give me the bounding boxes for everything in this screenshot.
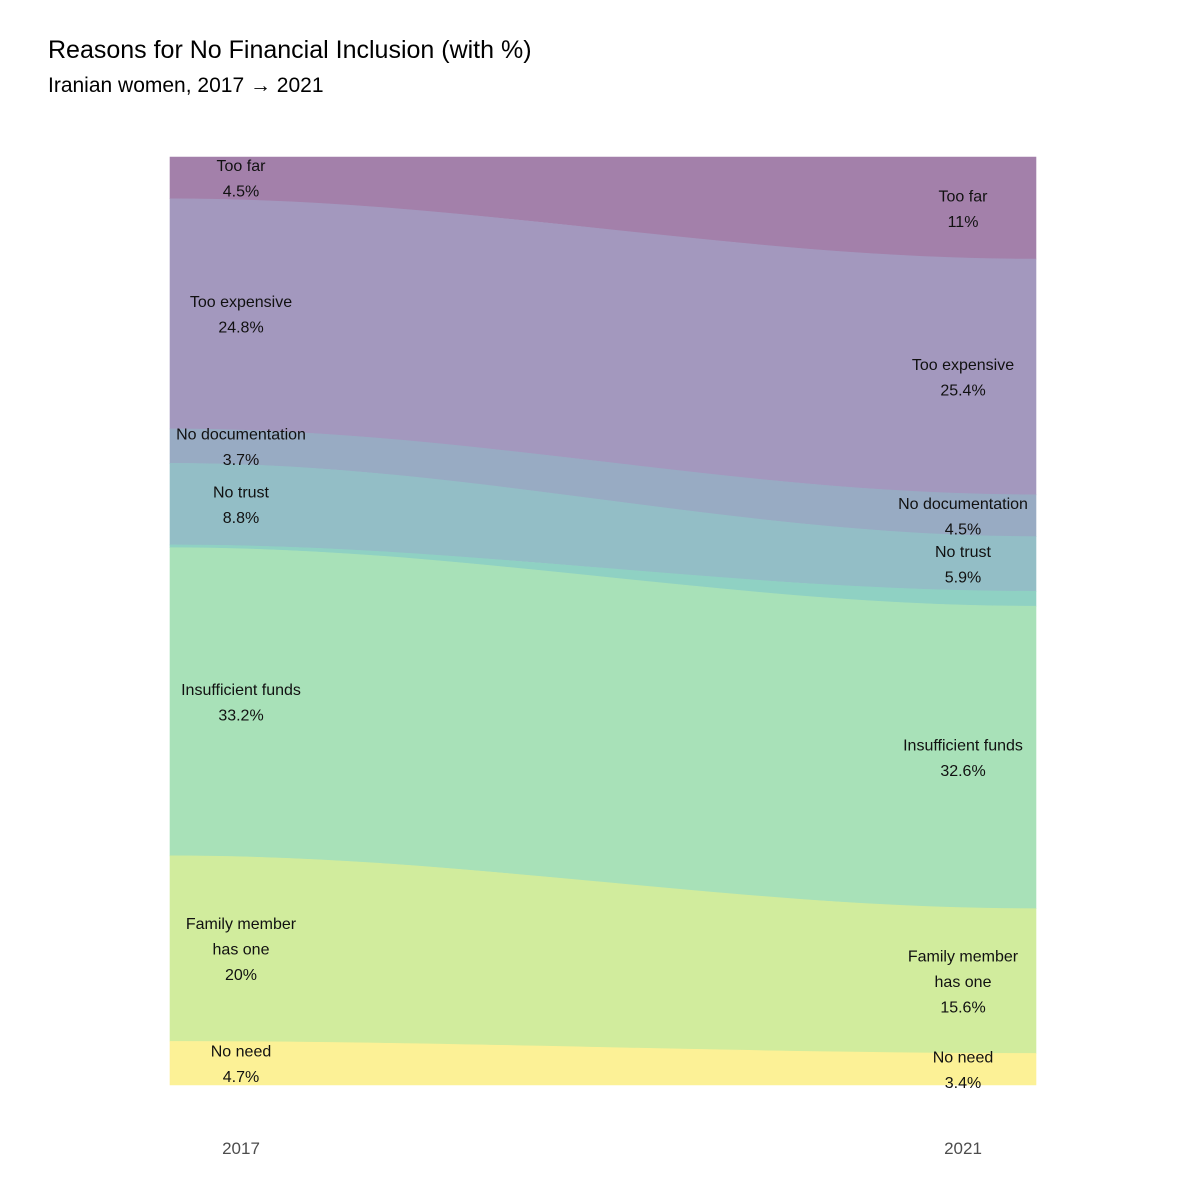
flow-layer <box>169 156 1037 1086</box>
chart-title: Reasons for No Financial Inclusion (with… <box>48 36 532 64</box>
flow-no-need <box>169 1041 1037 1086</box>
label-no-need-2017: No need 4.7% <box>211 1043 272 1086</box>
label-no-documentation-2021: No documentation 4.5% <box>898 496 1028 539</box>
label-too-expensive-2017: Too expensive 24.8% <box>190 294 292 337</box>
x-tick-2017: 2017 <box>222 1139 260 1158</box>
label-no-trust-2017: No trust 8.8% <box>213 484 270 527</box>
x-axis: 2017 2021 <box>222 1139 982 1158</box>
label-insufficient-funds-2017: Insufficient funds 33.2% <box>181 682 301 725</box>
chart-subtitle: Iranian women, 2017 → 2021 <box>48 74 324 97</box>
label-too-expensive-2021: Too expensive 25.4% <box>912 357 1014 400</box>
x-tick-2021: 2021 <box>944 1139 982 1158</box>
label-too-far-2017: Too far 4.5% <box>217 158 267 201</box>
label-family-member-has-one-2021: Family member has one 15.6% <box>908 949 1019 1017</box>
label-too-far-2021: Too far 11% <box>939 188 989 231</box>
label-no-documentation-2017: No documentation 3.7% <box>176 426 306 469</box>
label-layer: Too far 4.5% Too far 11% Too expensive 24.8% T… <box>176 158 1028 1092</box>
label-family-member-has-one-2017: Family member has one 20% <box>186 916 297 984</box>
label-no-need-2021: No need 3.4% <box>933 1049 994 1092</box>
label-no-trust-2021: No trust 5.9% <box>935 544 992 587</box>
label-insufficient-funds-2021: Insufficient funds 32.6% <box>903 738 1023 781</box>
